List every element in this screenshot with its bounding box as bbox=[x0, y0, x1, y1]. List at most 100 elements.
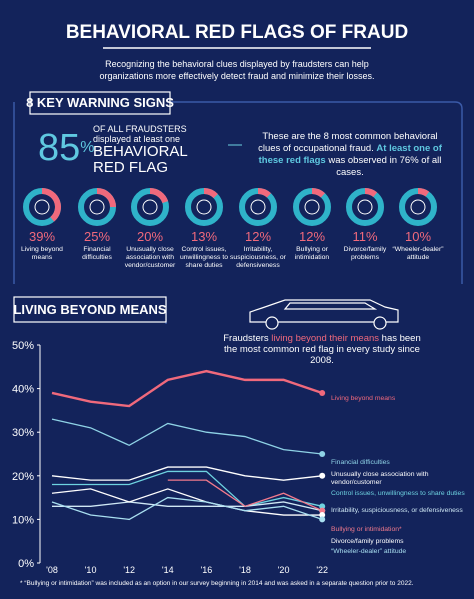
donut-track bbox=[346, 188, 384, 226]
sign-value: 10% bbox=[405, 229, 431, 244]
end-marker bbox=[319, 451, 326, 457]
section-border bbox=[170, 101, 463, 284]
lbm-text-part: Fraudsters bbox=[223, 333, 272, 344]
x-tick-label: '10 bbox=[85, 565, 97, 575]
donut-arc bbox=[311, 188, 326, 198]
legend-entry: “Wheeler-dealer” attitude bbox=[331, 548, 407, 555]
section-tag bbox=[13, 296, 167, 323]
stat-line: displayed at least one bbox=[93, 134, 181, 144]
donut-arc bbox=[417, 188, 430, 197]
intro-text: was observed in 76% of all cases. bbox=[325, 155, 442, 178]
legend-entry: Living beyond means bbox=[331, 395, 396, 402]
stat-line: OF ALL FRAUDSTERS bbox=[93, 124, 187, 134]
donut-icon bbox=[142, 199, 158, 215]
series-line bbox=[51, 418, 323, 455]
x-tick-label: '14 bbox=[162, 565, 174, 575]
donut-icon bbox=[304, 199, 320, 215]
series-line bbox=[52, 501, 323, 512]
donut-arc bbox=[257, 188, 272, 198]
lbm-text-part: has been the most common red flag in eve… bbox=[224, 333, 421, 366]
end-marker bbox=[319, 472, 326, 479]
series-line bbox=[51, 369, 323, 408]
y-tick-label: 0% bbox=[18, 558, 34, 570]
y-tick-label: 40% bbox=[12, 384, 34, 396]
series-line bbox=[52, 470, 323, 508]
sign-label: Living beyond means bbox=[21, 246, 63, 261]
stat-number: 85 bbox=[38, 127, 81, 169]
legend-entry: Bullying or intimidation* bbox=[331, 526, 402, 533]
legend-entry: Unusually close association with vendor/… bbox=[331, 471, 429, 486]
section-heading: 8 KEY WARNING SIGNS bbox=[26, 95, 174, 110]
series-line bbox=[51, 466, 323, 481]
sign-value: 39% bbox=[29, 229, 55, 244]
donut-arc bbox=[364, 188, 378, 198]
donut-icon bbox=[34, 199, 50, 215]
donut-arc bbox=[203, 188, 218, 199]
stat: 85% bbox=[38, 128, 95, 168]
x-tick-label: '08 bbox=[46, 565, 58, 575]
intro-text: These are the 8 most common behavioral c… bbox=[258, 131, 438, 154]
donut-icon bbox=[89, 199, 105, 215]
series-line bbox=[167, 479, 323, 512]
donut-icon bbox=[250, 199, 266, 215]
y-tick-label: 20% bbox=[12, 471, 34, 483]
donut-icon bbox=[196, 199, 212, 215]
sign-label: Irritability, suspiciousness, or defensi… bbox=[230, 246, 286, 269]
donut-track bbox=[293, 188, 331, 226]
sign-label: Control issues, unwillingness to share d… bbox=[180, 246, 228, 269]
section-tag bbox=[29, 91, 171, 115]
legend-entry: Financial difficulties bbox=[331, 459, 390, 466]
donut-arc bbox=[41, 188, 61, 222]
legend-entry: Control issues, unwillingness to share d… bbox=[331, 490, 465, 497]
donut-arc bbox=[96, 188, 116, 208]
section-heading: LIVING BEYOND MEANS bbox=[13, 302, 166, 317]
y-tick-label: 30% bbox=[12, 427, 34, 439]
stat-unit: % bbox=[80, 139, 95, 156]
y-tick-label: 10% bbox=[12, 514, 34, 526]
sign-value: 12% bbox=[299, 229, 325, 244]
sign-value: 12% bbox=[245, 229, 271, 244]
donut-arc bbox=[149, 188, 169, 204]
legend-entry: Irritability, suspiciousness, or defensi… bbox=[331, 507, 463, 514]
intro: These are the 8 most common behavioral c… bbox=[250, 131, 450, 179]
x-tick-label: '22 bbox=[316, 565, 328, 575]
end-marker bbox=[319, 507, 326, 514]
end-marker bbox=[319, 512, 326, 519]
x-tick-label: '16 bbox=[201, 565, 213, 575]
sign-label: Bullying or intimidation bbox=[294, 246, 330, 261]
end-marker bbox=[319, 389, 326, 396]
title: BEHAVIORAL RED FLAGS OF FRAUD bbox=[66, 22, 408, 43]
legend-entry: Divorce/family problems bbox=[331, 538, 404, 545]
sign-value: 11% bbox=[352, 229, 377, 244]
sign-label: Divorce/family problems bbox=[343, 246, 387, 261]
end-marker bbox=[319, 516, 326, 523]
sign-label: Unusually close association with vendor/… bbox=[124, 246, 176, 269]
subtitle: Recognizing the behavioral clues display… bbox=[99, 59, 375, 81]
end-marker bbox=[319, 503, 326, 510]
stat-line: BEHAVIORAL bbox=[93, 143, 188, 160]
x-tick-label: '18 bbox=[239, 565, 251, 575]
sign-value: 20% bbox=[137, 229, 163, 244]
intro-highlight: At least one of these red flags bbox=[258, 143, 442, 166]
donut-track bbox=[239, 188, 277, 226]
donut-icon bbox=[357, 199, 373, 215]
sign-label: “Wheeler-dealer” attitude bbox=[392, 246, 444, 261]
stat-line: RED FLAG bbox=[93, 159, 169, 176]
series-line bbox=[51, 496, 323, 521]
sign-value: 13% bbox=[191, 229, 217, 244]
stat-text: OF ALL FRAUDSTERS displayed at least one… bbox=[93, 124, 188, 176]
series-line bbox=[51, 488, 323, 516]
x-tick-label: '12 bbox=[123, 565, 135, 575]
donut-track bbox=[399, 188, 437, 226]
limousine bbox=[249, 299, 399, 330]
lbm-text: Fraudsters living beyond their means has… bbox=[222, 333, 422, 366]
lbm-highlight: living beyond their means bbox=[271, 333, 380, 344]
x-tick-label: '20 bbox=[278, 565, 290, 575]
sign-value: 25% bbox=[84, 229, 110, 244]
sign-label: Financial difficulties bbox=[82, 246, 112, 261]
footnote: * “Bullying or intimidation” was include… bbox=[20, 580, 414, 587]
donut-icon bbox=[410, 199, 426, 215]
y-tick-label: 50% bbox=[12, 340, 34, 352]
